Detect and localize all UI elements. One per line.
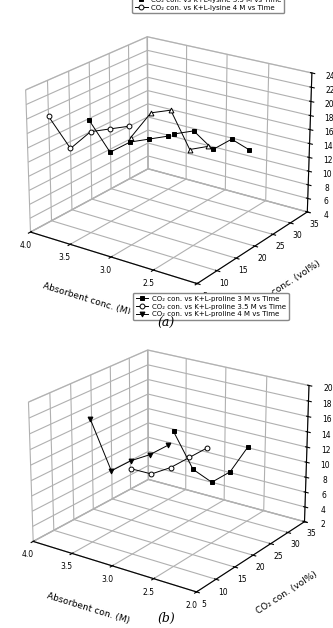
Legend: CO₂ con. vs K+L-proline 3 M vs Time, CO₂ con. vs K+L-proline 3.5 M vs Time, CO₂ : CO₂ con. vs K+L-proline 3 M vs Time, CO₂… xyxy=(133,293,289,320)
Y-axis label: CO₂ conc. (vol%): CO₂ conc. (vol%) xyxy=(254,259,323,308)
Text: (a): (a) xyxy=(158,317,175,330)
X-axis label: Absorbent conc. (M): Absorbent conc. (M) xyxy=(42,281,132,317)
Y-axis label: CO₂ con. (vol%): CO₂ con. (vol%) xyxy=(254,570,319,615)
Text: (b): (b) xyxy=(158,612,175,625)
Legend: CO₂ con. vs K+L-lysine 2.5 M vs Time, CO₂ con. vs K+L-lysine 3 M vs Time, CO₂ co: CO₂ con. vs K+L-lysine 2.5 M vs Time, CO… xyxy=(132,0,284,13)
X-axis label: Absorbent con. (M): Absorbent con. (M) xyxy=(46,591,131,625)
